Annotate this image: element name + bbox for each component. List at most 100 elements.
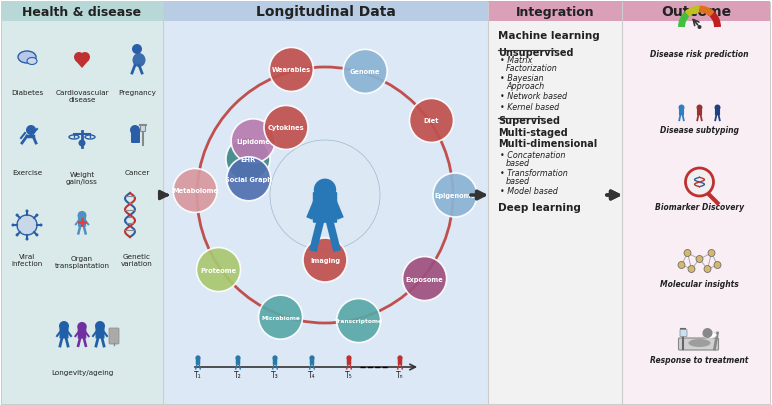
Circle shape	[227, 158, 271, 201]
Text: T₅: T₅	[345, 371, 353, 379]
Circle shape	[39, 224, 42, 227]
Text: based: based	[506, 159, 530, 168]
Text: Exposome: Exposome	[406, 276, 443, 282]
Circle shape	[398, 356, 403, 360]
Text: Disease risk prediction: Disease risk prediction	[650, 50, 749, 59]
Text: • Network based: • Network based	[500, 92, 567, 101]
Circle shape	[313, 179, 336, 202]
Text: Supervised: Supervised	[498, 116, 560, 126]
Circle shape	[197, 248, 241, 292]
Text: Social Graph: Social Graph	[225, 176, 273, 182]
FancyBboxPatch shape	[235, 358, 240, 365]
FancyBboxPatch shape	[59, 328, 69, 339]
FancyBboxPatch shape	[78, 328, 86, 339]
Circle shape	[77, 322, 86, 332]
FancyBboxPatch shape	[398, 358, 402, 365]
Circle shape	[36, 234, 39, 237]
FancyBboxPatch shape	[1, 3, 163, 404]
Circle shape	[402, 257, 446, 301]
Ellipse shape	[703, 332, 716, 339]
Circle shape	[12, 224, 15, 227]
FancyBboxPatch shape	[622, 2, 770, 22]
Text: Cardiovascular
disease: Cardiovascular disease	[55, 90, 109, 103]
Circle shape	[80, 53, 90, 63]
Circle shape	[235, 356, 241, 360]
FancyBboxPatch shape	[679, 338, 719, 350]
FancyBboxPatch shape	[163, 3, 488, 404]
FancyBboxPatch shape	[109, 328, 119, 344]
Text: Epigenome: Epigenome	[435, 192, 476, 198]
Ellipse shape	[27, 58, 37, 65]
Text: Genetic
variation: Genetic variation	[121, 254, 153, 266]
Circle shape	[130, 126, 140, 136]
Text: Transcriptome: Transcriptome	[334, 318, 383, 323]
Text: Machine learning: Machine learning	[498, 31, 600, 41]
Text: • Matrix: • Matrix	[500, 56, 533, 65]
Circle shape	[696, 256, 703, 263]
Circle shape	[264, 106, 308, 150]
FancyBboxPatch shape	[310, 358, 314, 365]
FancyBboxPatch shape	[715, 109, 720, 116]
Text: Multi-dimensional: Multi-dimensional	[498, 139, 598, 149]
Circle shape	[231, 119, 275, 164]
Text: Diabetes: Diabetes	[11, 90, 43, 96]
Text: Outcome: Outcome	[661, 5, 731, 19]
Circle shape	[17, 215, 37, 235]
Ellipse shape	[133, 54, 145, 68]
FancyBboxPatch shape	[196, 358, 200, 365]
Text: Multi-staged: Multi-staged	[498, 128, 567, 138]
Circle shape	[337, 299, 381, 343]
Text: Unsupervised: Unsupervised	[498, 48, 574, 58]
FancyBboxPatch shape	[131, 132, 140, 144]
Text: T₄: T₄	[308, 371, 316, 379]
Circle shape	[708, 250, 715, 257]
Circle shape	[15, 234, 19, 237]
Text: • Kernel based: • Kernel based	[500, 103, 559, 112]
Text: Wearables: Wearables	[272, 67, 311, 73]
Circle shape	[347, 356, 351, 360]
Text: Response to treatment: Response to treatment	[650, 355, 749, 364]
Circle shape	[686, 168, 713, 196]
FancyBboxPatch shape	[313, 192, 337, 223]
Circle shape	[259, 295, 303, 339]
FancyBboxPatch shape	[347, 358, 351, 365]
Circle shape	[26, 126, 36, 136]
Circle shape	[132, 45, 142, 55]
Text: Cancer: Cancer	[124, 170, 150, 175]
FancyBboxPatch shape	[141, 126, 145, 132]
FancyBboxPatch shape	[488, 3, 622, 404]
FancyBboxPatch shape	[163, 2, 488, 22]
Text: • Concatenation: • Concatenation	[500, 151, 566, 160]
Text: Viral
infection: Viral infection	[12, 254, 42, 266]
Text: Deep learning: Deep learning	[498, 202, 581, 213]
Text: Weight
gain/loss: Weight gain/loss	[66, 172, 98, 185]
FancyBboxPatch shape	[78, 217, 86, 227]
Circle shape	[715, 105, 720, 111]
Text: Biomarker Discovery: Biomarker Discovery	[655, 202, 744, 211]
Circle shape	[679, 105, 685, 111]
Ellipse shape	[18, 52, 36, 64]
Circle shape	[95, 321, 105, 331]
Circle shape	[433, 174, 477, 217]
Text: Imaging: Imaging	[310, 257, 340, 263]
Text: Health & disease: Health & disease	[22, 6, 141, 19]
Circle shape	[704, 266, 711, 273]
Circle shape	[714, 262, 721, 269]
Text: • Bayesian: • Bayesian	[500, 74, 543, 83]
Circle shape	[59, 321, 69, 331]
Circle shape	[303, 239, 347, 282]
Circle shape	[684, 250, 691, 257]
FancyBboxPatch shape	[680, 330, 687, 337]
Text: • Transformation: • Transformation	[500, 168, 568, 177]
FancyBboxPatch shape	[488, 2, 622, 22]
Text: Proteome: Proteome	[201, 267, 236, 273]
Circle shape	[173, 169, 217, 213]
Text: T₂: T₂	[234, 371, 242, 379]
Circle shape	[697, 26, 702, 30]
FancyBboxPatch shape	[273, 358, 277, 365]
Text: Cytokines: Cytokines	[268, 125, 304, 131]
Circle shape	[409, 99, 453, 143]
Circle shape	[269, 48, 313, 92]
Text: Longitudinal Data: Longitudinal Data	[256, 5, 395, 19]
Circle shape	[25, 238, 29, 241]
